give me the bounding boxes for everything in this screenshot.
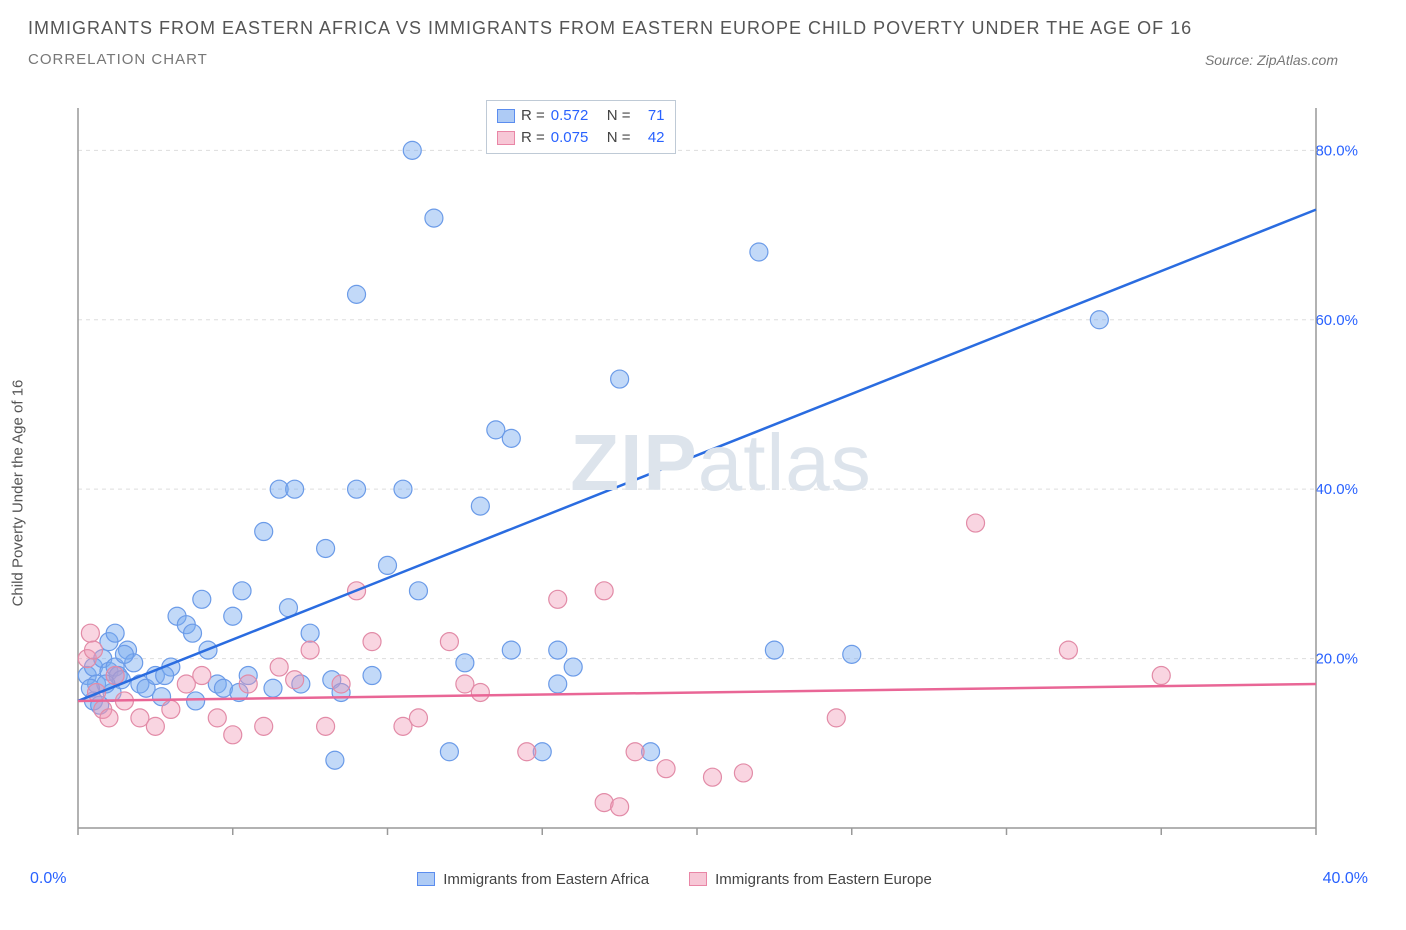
legend-r-label: R = — [521, 127, 545, 149]
legend-swatch — [497, 109, 515, 123]
legend-swatch — [497, 131, 515, 145]
legend-n-value: 71 — [637, 105, 665, 127]
svg-text:20.0%: 20.0% — [1315, 651, 1358, 668]
y-axis-label: Child Poverty Under the Age of 16 — [10, 380, 27, 607]
svg-text:80.0%: 80.0% — [1315, 142, 1358, 159]
svg-text:40.0%: 40.0% — [1315, 481, 1358, 498]
x-axis-min-label: 0.0% — [30, 870, 66, 888]
source-credit: Source: ZipAtlas.com — [1205, 52, 1378, 68]
legend-r-value: 0.572 — [551, 105, 601, 127]
bottom-legend: 0.0% Immigrants from Eastern Africa Immig… — [28, 870, 1378, 888]
stats-legend: R = 0.572 N = 71 R = 0.075 N = 42 — [486, 100, 676, 154]
legend-entry: Immigrants from Eastern Africa — [417, 871, 649, 888]
legend-n-label: N = — [607, 105, 631, 127]
legend-r-label: R = — [521, 105, 545, 127]
legend-swatch — [417, 872, 435, 886]
legend-label: Immigrants from Eastern Africa — [443, 871, 649, 888]
chart-subtitle: CORRELATION CHART — [28, 51, 208, 68]
svg-text:60.0%: 60.0% — [1315, 312, 1358, 329]
legend-n-value: 42 — [637, 127, 665, 149]
x-axis-max-label: 40.0% — [1323, 870, 1368, 888]
legend-label: Immigrants from Eastern Europe — [715, 871, 932, 888]
scatter-plot: 20.0%40.0%60.0%80.0% ZIPatlas R =0.572N … — [76, 98, 1366, 858]
legend-entry: Immigrants from Eastern Europe — [689, 871, 932, 888]
legend-r-value: 0.075 — [551, 127, 601, 149]
page-title: IMMIGRANTS FROM EASTERN AFRICA VS IMMIGR… — [28, 18, 1378, 39]
legend-n-label: N = — [607, 127, 631, 149]
legend-swatch — [689, 872, 707, 886]
